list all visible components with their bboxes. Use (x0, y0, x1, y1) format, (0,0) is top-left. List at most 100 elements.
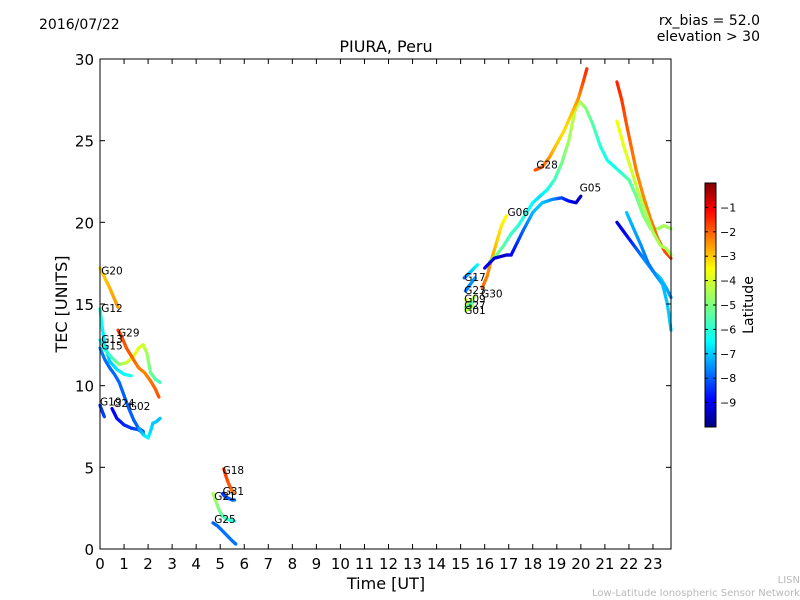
series-g29 (116, 328, 161, 399)
x-tick-label: 9 (312, 555, 322, 573)
series-g15 (98, 346, 145, 433)
colorbar-tick-label: −5 (720, 299, 736, 312)
x-tick-label: 1 (119, 555, 129, 573)
series-layer (98, 67, 673, 546)
series-label-g18: G18 (223, 465, 245, 477)
colorbar-tick-label: −8 (720, 372, 736, 385)
x-tick-label: 14 (427, 555, 446, 573)
colorbar-tick-label: −6 (720, 323, 736, 336)
x-tick-label: 15 (451, 555, 470, 573)
x-tick-label: 10 (331, 555, 350, 573)
series-segment (470, 304, 475, 308)
x-tick-label: 19 (547, 555, 566, 573)
x-tick-label: 7 (264, 555, 274, 573)
series-g31 (221, 491, 237, 502)
series-g18 (222, 467, 236, 496)
series-segment (475, 263, 480, 268)
series-g30 (480, 214, 508, 290)
x-tick-label: 3 (167, 555, 177, 573)
x-tick-label: 11 (355, 555, 374, 573)
series-label-g13: G13 (101, 334, 123, 346)
series-label-g06: G06 (508, 207, 530, 219)
x-tick-label: 17 (499, 555, 518, 573)
series-g23 (463, 276, 477, 293)
series-label-g25: G25 (214, 514, 236, 526)
series-label-g05: G05 (580, 182, 602, 194)
credit-line2: Low-Latitude Ionospheric Sensor Network (592, 588, 800, 599)
plot-frame (99, 58, 672, 550)
x-tick-label: 4 (191, 555, 201, 573)
series-segment (472, 294, 477, 299)
series-g28 (533, 67, 589, 172)
x-tick-label: 16 (475, 555, 494, 573)
series-segment (157, 416, 162, 421)
x-tick-label: 12 (379, 555, 398, 573)
series-segment (472, 276, 477, 281)
y-tick-label: 0 (84, 541, 94, 559)
series-segment (584, 67, 589, 73)
series-unlabeled-24 (624, 210, 673, 332)
x-tick-label: 22 (619, 555, 638, 573)
series-label-g01: G01 (464, 305, 486, 317)
series-g01 (463, 304, 475, 313)
x-tick-label: 0 (95, 555, 105, 573)
series-segment (157, 380, 162, 384)
series-label-g29: G29 (118, 328, 140, 340)
series-unlabeled-22 (615, 119, 673, 257)
x-tick-label: 13 (403, 555, 422, 573)
y-tick-label: 5 (84, 459, 94, 477)
colorbar-tick-label: −3 (720, 250, 736, 263)
colorbar-label: Latitude (741, 276, 757, 334)
series-g27 (463, 300, 475, 309)
credit-line1: LISN (777, 575, 800, 586)
series-label-g30: G30 (481, 288, 503, 300)
series-labels: G20G12G13G15G29G19G24G02G18G31G21G25G17G… (100, 159, 601, 525)
series-segment (156, 394, 161, 399)
series-label-g12: G12 (101, 303, 123, 315)
colorbar-tick-label: −9 (720, 397, 736, 410)
series-g17 (462, 263, 480, 280)
series-segment (115, 304, 120, 309)
y-tick-label: 25 (75, 133, 94, 151)
credit-text: LISN Low-Latitude Ionospheric Sensor Net… (592, 574, 800, 600)
series-label-g31: G31 (223, 486, 245, 498)
y-tick-label: 30 (75, 51, 94, 69)
x-tick-label: 20 (571, 555, 590, 573)
series-label-g09: G09 (464, 293, 486, 305)
series-g13 (98, 338, 162, 384)
series-segment (503, 214, 508, 220)
x-axis-ticks: 0 1 2 3 4 5 6 7 8 9 10 11 12 13 14 15 16 17 18 19 20 21 22 23 (95, 59, 663, 573)
series-label-g02: G02 (129, 401, 151, 413)
settings-info: rx_bias = 52.0 elevation > 30 (657, 13, 760, 45)
series-g09 (463, 294, 477, 306)
x-tick-label: 18 (523, 555, 542, 573)
date-label: 2016/07/22 (39, 17, 120, 33)
chart-title: PIURA, Peru (339, 37, 432, 56)
series-label-g19: G19 (100, 396, 122, 408)
series-segment (233, 541, 238, 546)
series-segment (578, 194, 583, 199)
series-label-g27: G27 (464, 300, 486, 312)
series-label-g23: G23 (464, 285, 486, 297)
y-axis-label: TEC [UNITS] (52, 256, 71, 354)
x-tick-label: 6 (239, 555, 249, 573)
rx-bias-label: rx_bias = 52.0 (658, 13, 760, 29)
y-tick-label: 10 (75, 378, 94, 396)
series-label-g28: G28 (536, 159, 558, 171)
series-label-g17: G17 (464, 272, 486, 284)
series-segment (470, 300, 475, 305)
x-tick-label: 21 (595, 555, 614, 573)
elevation-label: elevation > 30 (656, 29, 760, 45)
x-tick-label: 2 (143, 555, 153, 573)
series-label-g20: G20 (101, 266, 123, 278)
y-axis-ticks: 0 5 10 15 20 25 30 (75, 51, 671, 559)
series-g21 (211, 491, 237, 523)
y-tick-label: 15 (75, 296, 94, 314)
series-g05 (483, 194, 583, 270)
colorbar-tick-label: −1 (720, 201, 736, 214)
colorbar-ticks: −9 −8 −7 −6 −5 −4 −3 −2 −1 (705, 201, 736, 410)
y-tick-label: 20 (75, 214, 94, 232)
series-label-g15: G15 (101, 341, 123, 353)
colorbar-tick-label: −7 (720, 348, 736, 361)
